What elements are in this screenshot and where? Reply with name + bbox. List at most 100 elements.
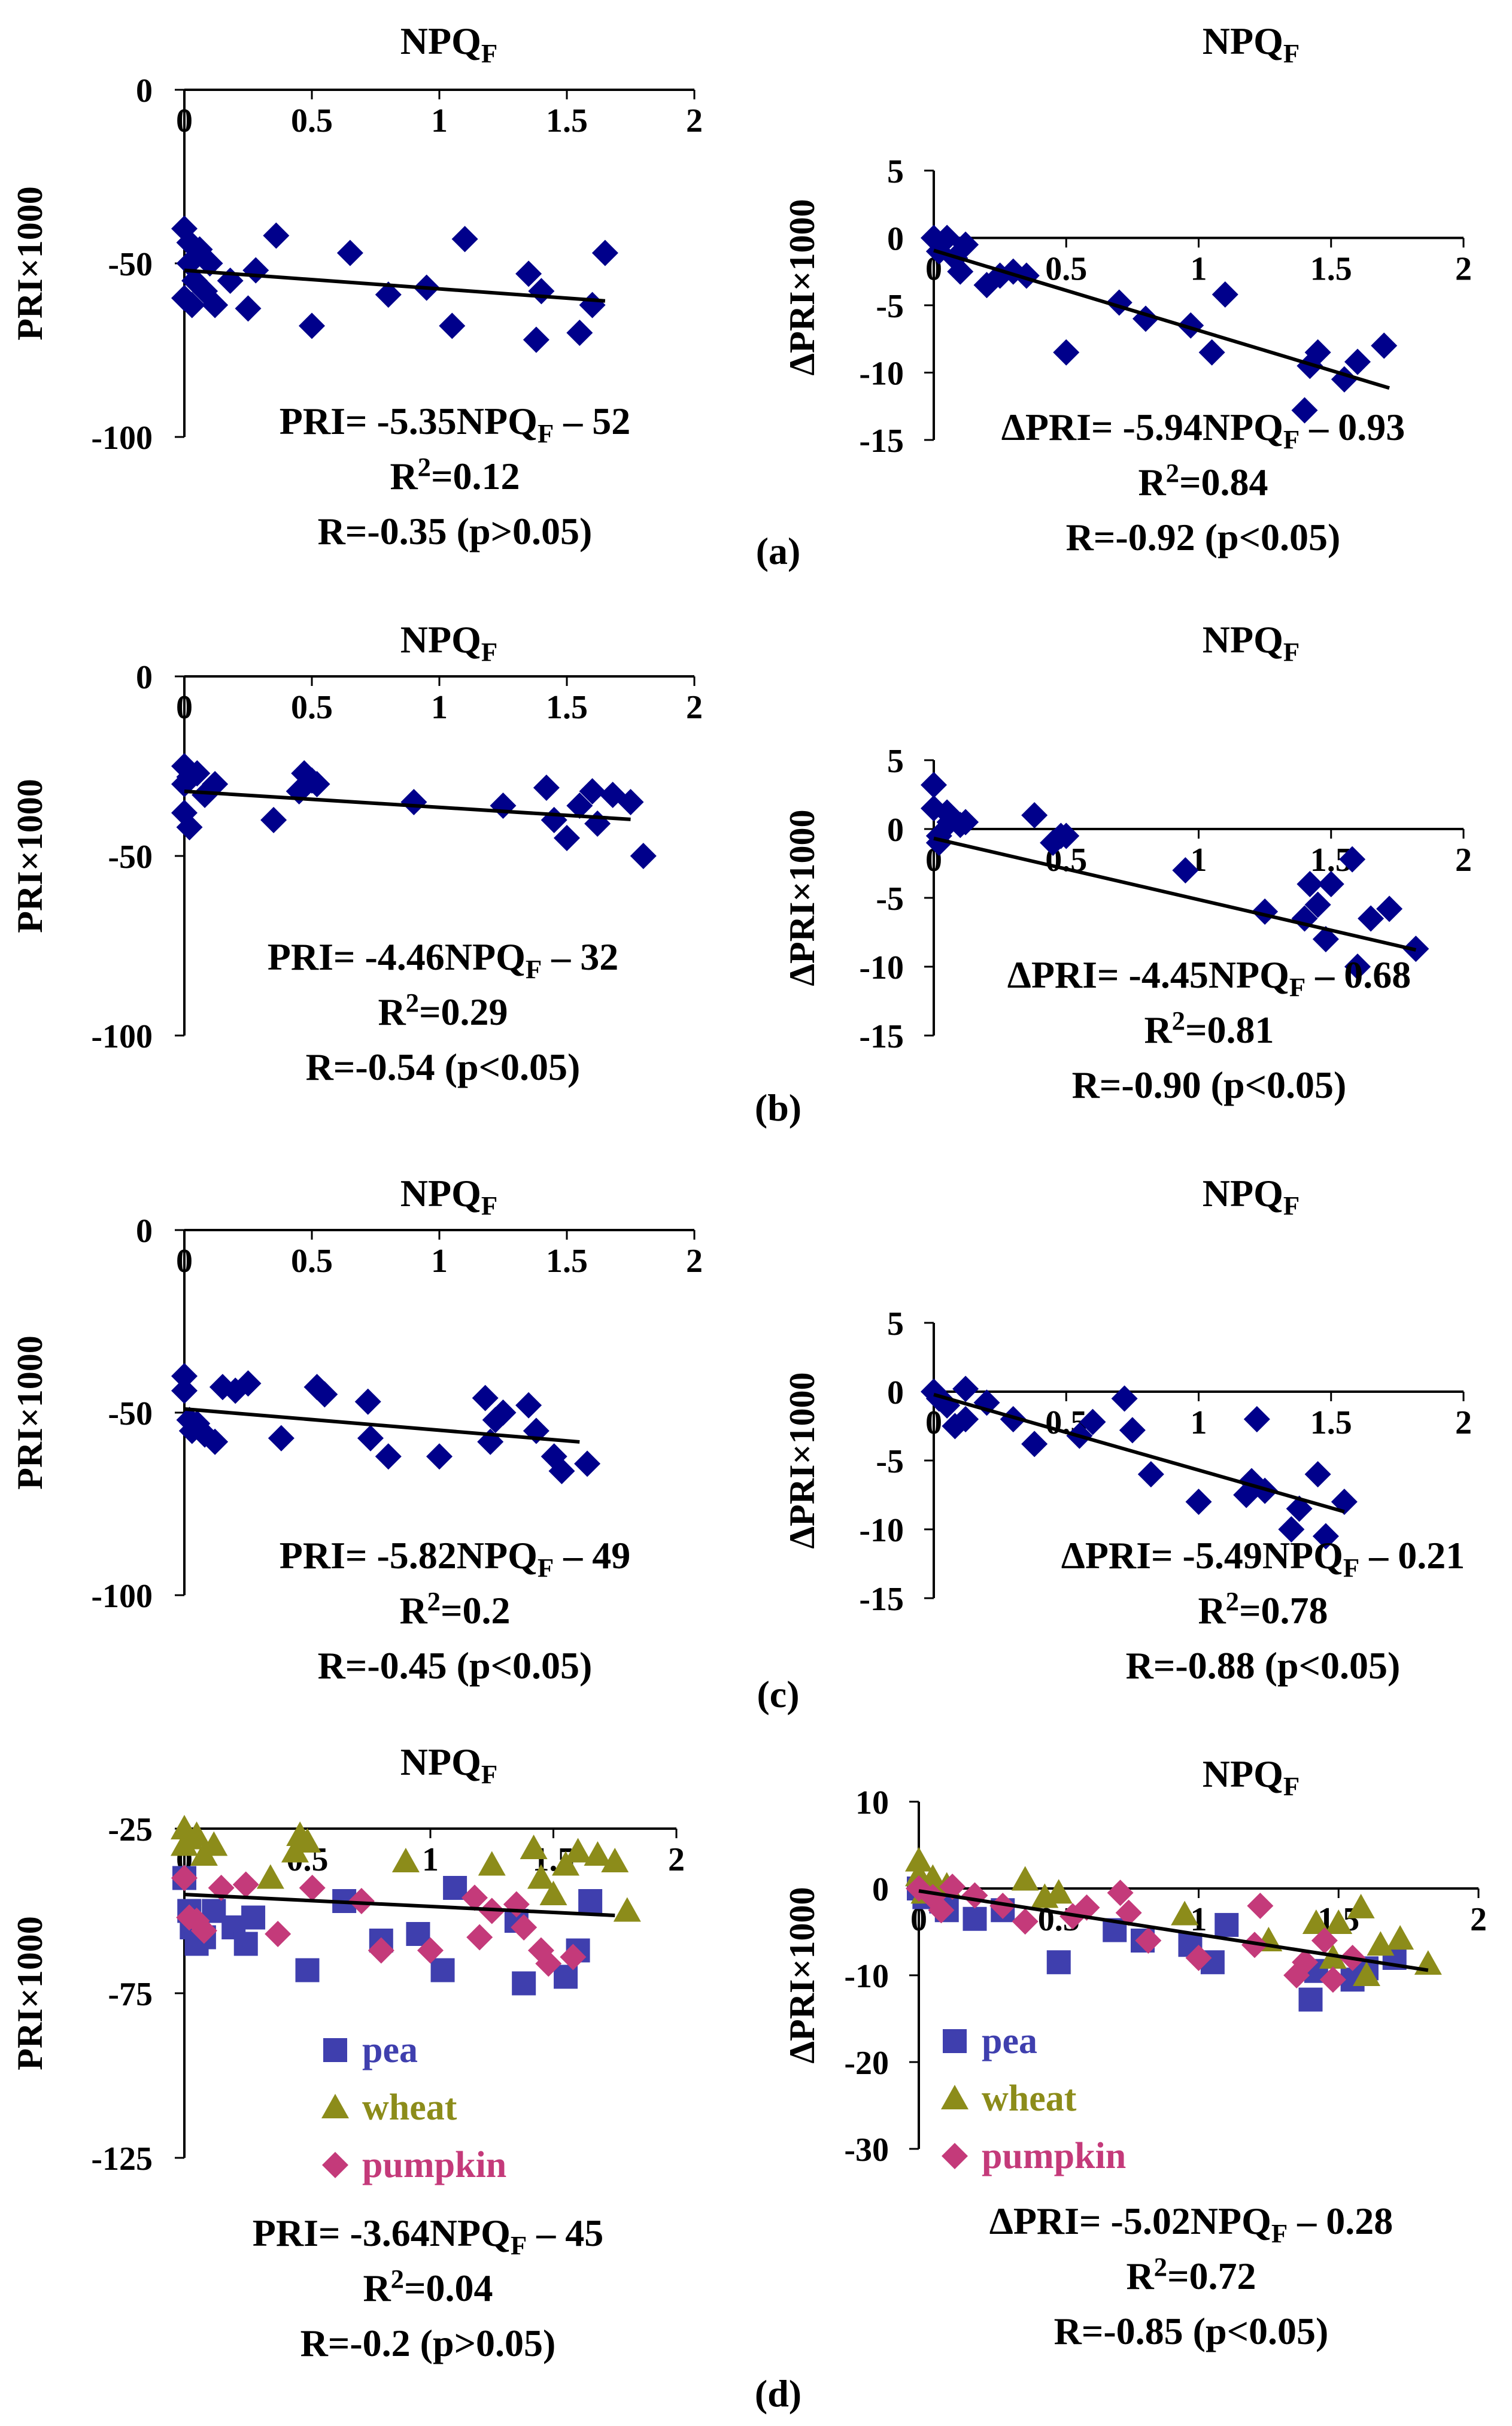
x-tick-label: 1.5 (546, 689, 588, 726)
x-tick-label: 2 (686, 1243, 703, 1280)
chart-b-left: NPQF PRI×1000 0 0.5 1 1.5 2 0 -50 -100 PRI= -4.46N… (10, 618, 703, 1088)
regression-equation: PRI= -3.64NPQF – 45 (253, 2212, 603, 2260)
data-point-pea (235, 295, 262, 322)
data-point-pumpkin (1107, 1880, 1134, 1906)
data-point-wheat (925, 830, 952, 856)
r-squared: R2=0.81 (1144, 1006, 1274, 1051)
data-point-wheat (391, 1848, 420, 1872)
data-point-wheat (905, 1847, 933, 1872)
data-point-wheat (1302, 1909, 1330, 1934)
y-tick-label: -5 (876, 1443, 904, 1480)
regression-line (918, 1889, 1429, 1972)
y-tick-label: 0 (136, 72, 153, 110)
y-tick-label: -50 (108, 246, 153, 283)
chart-a-left: NPQF PRI×1000 0 0.5 1 1.5 2 0 -50 -100 PRI= -5.35N… (10, 20, 703, 552)
regression-equation: ΔPRI= -5.49NPQF – 0.21 (1061, 1534, 1465, 1583)
y-tick-label: -10 (859, 1512, 904, 1549)
data-point-wheat (599, 782, 626, 808)
x-tick-label: 1 (431, 1243, 448, 1280)
data-point-pumpkin (1304, 1461, 1331, 1487)
x-tick-label: 1.5 (546, 1243, 588, 1280)
y-tick-label: -75 (108, 1976, 153, 2013)
data-point-pumpkin (472, 1384, 499, 1411)
data-point-pumpkin (511, 1914, 538, 1941)
data-point-pumpkin (1012, 1908, 1039, 1935)
data-point-wheat (613, 1897, 641, 1922)
data-point-wheat (256, 1864, 284, 1889)
data-point-pumpkin (265, 1921, 292, 1947)
data-point-pea (430, 1958, 455, 1982)
y-axis-label: ΔPRI×1000 (782, 199, 822, 375)
data-point-wheat (617, 789, 644, 815)
y-tick-label: -5 (876, 288, 904, 325)
regression-equation: PRI= -4.46NPQF – 32 (268, 936, 618, 984)
data-point-pea (1291, 397, 1318, 424)
data-point-pea (515, 260, 542, 287)
y-tick-label: -50 (108, 839, 153, 876)
x-tick-label: 2 (1455, 842, 1472, 879)
data-point-pumpkin (535, 1950, 562, 1977)
data-point-pea (1198, 339, 1225, 366)
legend-label-pumpkin: pumpkin (982, 2136, 1126, 2176)
data-point-pea (947, 258, 974, 285)
data-point-wheat (1414, 1950, 1442, 1975)
panel-label-a: (a) (756, 530, 801, 572)
chart-title: NPQF (1203, 1753, 1300, 1801)
legend-marker-pea (323, 2038, 347, 2062)
correlation: R=-0.54 (p<0.05) (306, 1046, 581, 1088)
regression-line (184, 790, 631, 821)
data-point-wheat (630, 843, 657, 869)
data-point-pea (202, 292, 229, 318)
y-tick-label: 5 (887, 743, 904, 780)
x-tick-label: 2 (1455, 1404, 1472, 1441)
data-point-pea (952, 231, 979, 258)
chart-c-left: NPQF PRI×1000 0 0.5 1 1.5 2 0 -50 -100 PRI= -5.82N… (10, 1172, 703, 1687)
data-point-pumpkin (466, 1924, 493, 1951)
y-tick-label: -15 (859, 1018, 904, 1055)
data-point-pumpkin (989, 1893, 1016, 1919)
x-tick-label: 0 (176, 1243, 193, 1280)
y-tick-label: -10 (859, 356, 904, 393)
data-point-pumpkin (952, 1376, 979, 1402)
data-point-wheat (176, 814, 203, 840)
y-axis-label: ΔPRI×1000 (782, 809, 822, 986)
chart-title: NPQF (400, 1172, 497, 1220)
y-tick-label: -125 (91, 2140, 153, 2178)
chart-title: NPQF (400, 1741, 497, 1789)
data-point-wheat (1172, 857, 1199, 883)
regression-equation: PRI= -5.35NPQF – 52 (280, 400, 630, 448)
x-tick-label: 0.5 (291, 102, 333, 139)
legend-label-wheat: wheat (362, 2087, 457, 2128)
data-point-wheat (184, 760, 211, 787)
x-tick-label: 0 (176, 102, 193, 139)
data-point-pea (178, 292, 205, 318)
data-point-pumpkin (461, 1884, 488, 1911)
data-point-wheat (579, 778, 606, 804)
data-point-pumpkin (268, 1425, 294, 1452)
legend-marker-wheat (941, 2085, 968, 2109)
data-point-wheat (1021, 802, 1048, 828)
data-point-pea (1212, 281, 1238, 308)
legend-marker-pumpkin (322, 2152, 348, 2178)
data-point-wheat (1053, 822, 1080, 849)
y-axis-label: PRI×1000 (10, 779, 50, 933)
data-point-pea (242, 257, 269, 284)
correlation: R=-0.92 (p<0.05) (1066, 516, 1341, 558)
data-point-pumpkin (354, 1388, 381, 1415)
x-tick-label: 2 (1470, 1901, 1487, 1938)
data-point-pea (1046, 1950, 1071, 1975)
data-point-wheat (183, 1821, 211, 1846)
legend-label-pea: pea (982, 2021, 1037, 2061)
x-tick-label: 0.5 (1045, 251, 1087, 288)
y-tick-label: 0 (136, 1213, 153, 1250)
data-point-pumpkin (928, 1897, 955, 1924)
correlation: R=-0.90 (p<0.05) (1072, 1064, 1347, 1106)
data-point-pea (299, 312, 325, 339)
x-tick-label: 0.5 (291, 689, 333, 726)
data-point-wheat (1312, 926, 1339, 952)
data-point-pumpkin (202, 1428, 229, 1455)
data-point-pea (1053, 339, 1080, 366)
data-point-wheat (1386, 1925, 1414, 1950)
